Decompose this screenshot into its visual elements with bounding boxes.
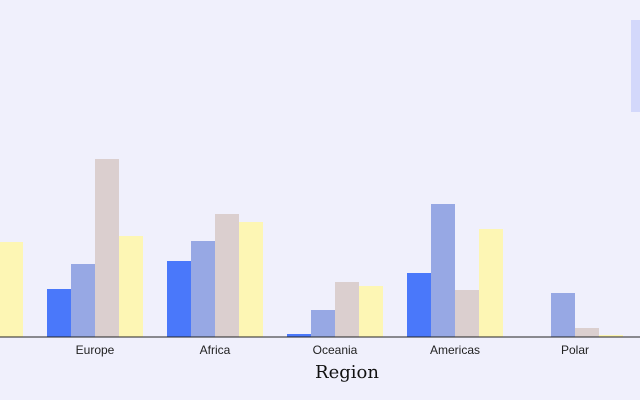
bar bbox=[335, 282, 359, 337]
bar bbox=[71, 264, 95, 337]
bar bbox=[599, 335, 623, 337]
bar bbox=[359, 286, 383, 337]
x-axis-label: Region bbox=[315, 362, 379, 383]
bar bbox=[311, 310, 335, 337]
bar bbox=[239, 222, 263, 337]
bar bbox=[455, 290, 479, 337]
x-tick-label: Europe bbox=[76, 343, 115, 357]
bar bbox=[479, 229, 503, 337]
x-tick-label: Polar bbox=[561, 343, 589, 357]
x-tick-label: Africa bbox=[200, 343, 231, 357]
bar bbox=[287, 334, 311, 337]
x-tick-label: Oceania bbox=[313, 343, 358, 357]
bar bbox=[167, 261, 191, 337]
bar bbox=[407, 273, 431, 337]
bar bbox=[431, 204, 455, 337]
x-tick-label: Americas bbox=[430, 343, 480, 357]
legend-box bbox=[631, 20, 640, 112]
bar bbox=[191, 241, 215, 337]
bar bbox=[119, 236, 143, 337]
bar bbox=[0, 242, 23, 337]
bar bbox=[95, 159, 119, 337]
bar bbox=[551, 293, 575, 337]
bar bbox=[575, 328, 599, 337]
bar bbox=[47, 289, 71, 337]
bar bbox=[215, 214, 239, 337]
